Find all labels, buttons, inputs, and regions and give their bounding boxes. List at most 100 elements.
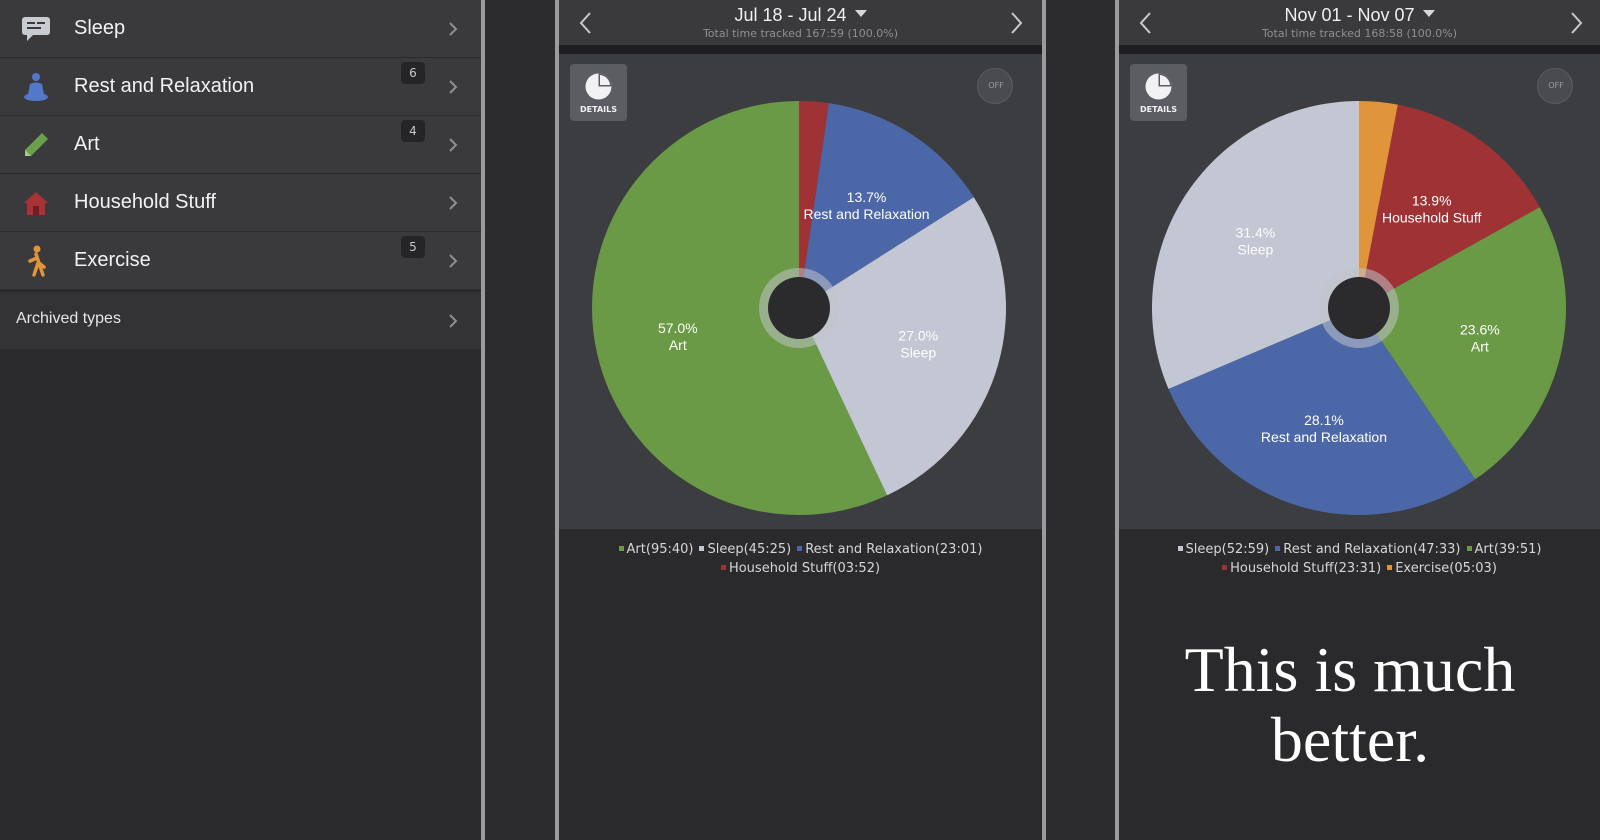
details-label: DETAILS [580,105,617,114]
pie-label-percent: 57.0% [658,320,698,336]
legend-item: Rest and Relaxation(23:01) [797,540,982,559]
legend-item: Sleep(45:25) [699,540,791,559]
count-badge: 4 [401,120,425,142]
chevron-right-icon [446,136,460,154]
report-header: Jul 18 - Jul 24 Total time tracked 167:5… [559,0,1042,45]
pie-chart-icon [1145,73,1172,100]
activity-types-panel: Sleep Rest and Relaxation 6 Art 4 Househ… [0,0,481,840]
chevron-right-icon [446,194,460,212]
panel-gap [485,0,555,840]
chart-area: DETAILS OFF 57.0% Art 27.0% Sleep 13.7% Rest … [559,54,1042,529]
legend-swatch [1466,546,1472,551]
dropdown-caret-icon [1422,10,1435,17]
toggle-off-button[interactable]: OFF [1537,68,1573,104]
next-week-button[interactable] [1567,10,1585,36]
speech-bubble-icon [20,13,52,45]
legend-label: Rest and Relaxation(47:33) [1283,542,1461,557]
panel-divider [1042,0,1046,840]
list-item-label: Rest and Relaxation [74,75,255,97]
list-item-art[interactable]: Art 4 [0,116,481,174]
pie-label-name: Art [669,337,687,353]
pie-slice-sleep[interactable] [1152,101,1359,390]
chevron-right-icon [446,78,460,96]
pie-label-percent: 13.7% [847,189,887,205]
legend-item: Rest and Relaxation(47:33) [1275,540,1461,559]
date-range-title: Jul 18 - Jul 24 [734,5,847,25]
pie-slice-art[interactable] [591,101,888,515]
legend-label: Art(39:51) [1474,542,1542,557]
legend-label: Art(95:40) [626,542,694,557]
legend-item: Household Stuff(03:52) [720,559,881,578]
pie-label-percent: 27.0% [898,328,938,344]
date-range-title: Nov 01 - Nov 07 [1284,5,1415,25]
total-time-tracked: Total time tracked 168:58 (100.0%) [1261,27,1458,40]
chevron-right-icon [446,312,460,330]
panel-divider [555,0,559,840]
chevron-right-icon [446,252,460,270]
list-item-label: Exercise [74,249,151,271]
legend-label: Sleep(45:25) [707,542,792,557]
legend-item: Exercise(05:03) [1387,559,1497,578]
legend-item: Household Stuff(23:31) [1222,559,1381,578]
date-range-selector[interactable]: Jul 18 - Jul 24 [559,5,1042,26]
pie-center-hole [768,277,830,339]
caption-text: This is much better. [1120,635,1580,775]
pie-slice-art[interactable] [1359,207,1566,480]
chart-legend: Art(95:40) Sleep(45:25) Rest and Relaxatio… [569,540,1032,578]
toggle-off-button[interactable]: OFF [977,68,1013,104]
caption-line-2: better. [1270,704,1430,775]
legend-item: Sleep(52:59) [1177,540,1270,559]
pie-slice-rest-and-relaxation[interactable] [799,103,974,308]
pie-chart-week-1: 57.0%Art 27.0%Sleep 13.7%Rest and Relaxati… [591,101,1006,515]
list-item-label: Art [74,133,100,155]
pie-center-hole [1328,277,1390,339]
list-item-rest-and-relaxation[interactable]: Rest and Relaxation 6 [0,58,481,116]
list-item-household-stuff[interactable]: Household Stuff [0,174,481,232]
week-report-screen-1: Jul 18 - Jul 24 Total time tracked 167:5… [559,0,1042,840]
legend-label: Household Stuff(23:31) [1230,561,1382,576]
pie-slice-rest-and-relaxation[interactable] [1168,308,1476,515]
legend-swatch [1222,565,1228,570]
pie-slice-exercise[interactable] [1359,101,1398,308]
pie-label-percent: 31.4% [1236,224,1276,240]
dropdown-caret-icon [854,10,867,17]
total-time-tracked: Total time tracked 167:59 (100.0%) [702,27,899,40]
details-button[interactable]: DETAILS [1130,64,1187,121]
count-badge: 6 [401,62,425,84]
pie-slice-household-stuff[interactable] [799,101,829,308]
pie-label-percent: 28.1% [1304,412,1344,428]
pie-label-name: Rest and Relaxation [803,206,929,222]
count-badge: 5 [401,236,425,258]
panel-gap [1046,0,1115,840]
panel-divider [481,0,485,840]
pie-label-name: Rest and Relaxation [1261,429,1387,445]
previous-week-button[interactable] [577,10,595,36]
chart-area: DETAILS OFF 31.4% Sleep 28.1% Rest and Rela… [1119,54,1600,529]
house-icon [20,187,52,219]
legend-label: Sleep(52:59) [1185,542,1270,557]
pie-label-name: Household Stuff [1382,209,1481,225]
pie-label-name: Sleep [900,345,936,361]
pie-slice-sleep[interactable] [799,197,1006,496]
legend-swatch [699,546,705,551]
pie-chart-week-2: 31.4%Sleep 28.1%Rest and Relaxation 23.6%A… [1152,101,1566,515]
list-item-exercise[interactable]: Exercise 5 [0,232,481,290]
toggle-off-label: OFF [988,81,1004,90]
pie-slice-household-stuff[interactable] [1359,104,1540,309]
next-week-button[interactable] [1007,10,1025,36]
archived-types-row[interactable]: Archived types [0,292,481,350]
pie-label-percent: 13.9% [1412,192,1452,208]
list-item-sleep[interactable]: Sleep [0,0,481,58]
previous-week-button[interactable] [1137,10,1155,36]
legend-label: Household Stuff(03:52) [728,561,881,576]
pie-label-percent: 23.6% [1460,322,1500,338]
list-item-label: Household Stuff [74,191,216,213]
pie-chart-icon [585,73,612,100]
legend-swatch [797,546,803,551]
legend-label: Rest and Relaxation(23:01) [805,542,983,557]
toggle-off-label: OFF [1548,81,1564,90]
legend-item: Art(39:51) [1466,540,1542,559]
details-button[interactable]: DETAILS [570,64,627,121]
archived-types-label: Archived types [16,310,121,327]
date-range-selector[interactable]: Nov 01 - Nov 07 [1119,5,1600,26]
